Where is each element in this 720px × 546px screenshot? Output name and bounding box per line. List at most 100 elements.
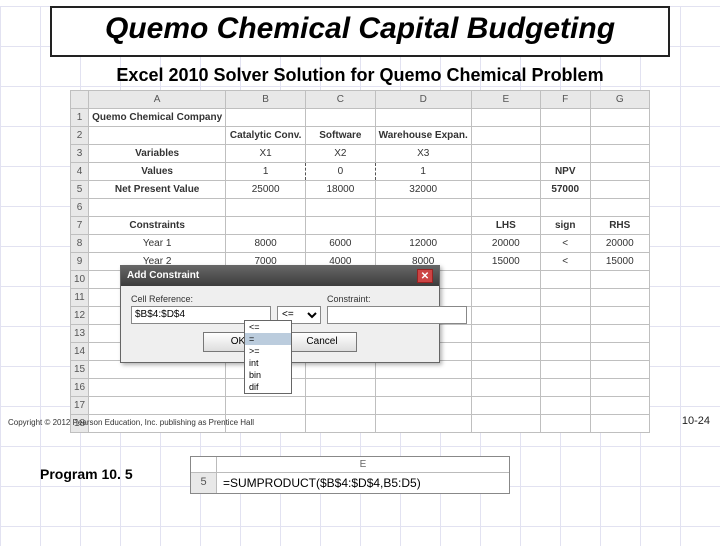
col-header-G[interactable]: G [590,90,649,108]
cell-D2[interactable]: Warehouse Expan. [375,126,471,144]
cell-D3[interactable]: X3 [375,144,471,162]
cell-G10[interactable] [590,270,649,288]
cell-E2[interactable] [471,126,540,144]
row-header-13[interactable]: 13 [71,324,89,342]
cell-E15[interactable] [471,360,540,378]
cell-G13[interactable] [590,324,649,342]
cell-B2[interactable]: Catalytic Conv. [226,126,306,144]
row-header-1[interactable]: 1 [71,108,89,126]
cell-E17[interactable] [471,396,540,414]
constraint-input[interactable] [327,306,467,324]
cell-D15[interactable] [375,360,471,378]
cell-F18[interactable] [540,414,590,432]
operator-option[interactable]: int [245,357,291,369]
col-header-C[interactable]: C [306,90,376,108]
cell-E12[interactable] [471,306,540,324]
cell-A2[interactable] [89,126,226,144]
col-header-A[interactable]: A [89,90,226,108]
cell-B17[interactable] [226,396,306,414]
cell-C16[interactable] [306,378,376,396]
row-header-5[interactable]: 5 [71,180,89,198]
cell-F3[interactable] [540,144,590,162]
operator-option[interactable]: <= [245,321,291,333]
cell-A8[interactable]: Year 1 [89,234,226,252]
cell-B5[interactable]: 25000 [226,180,306,198]
cell-D8[interactable]: 12000 [375,234,471,252]
cell-B3[interactable]: X1 [226,144,306,162]
cell-B4[interactable]: 1 [226,162,306,180]
cell-F14[interactable] [540,342,590,360]
cell-C2[interactable]: Software [306,126,376,144]
cell-F4[interactable]: NPV [540,162,590,180]
cell-F7[interactable]: sign [540,216,590,234]
cell-G5[interactable] [590,180,649,198]
cell-A5[interactable]: Net Present Value [89,180,226,198]
cell-G7[interactable]: RHS [590,216,649,234]
cell-F2[interactable] [540,126,590,144]
cell-B6[interactable] [226,198,306,216]
cell-C1[interactable] [306,108,376,126]
cell-E11[interactable] [471,288,540,306]
cell-D18[interactable] [375,414,471,432]
cell-D4[interactable]: 1 [375,162,471,180]
operator-option[interactable]: bin [245,369,291,381]
row-header-6[interactable]: 6 [71,198,89,216]
operator-dropdown-list[interactable]: <==>=intbindif [244,320,292,394]
cell-G1[interactable] [590,108,649,126]
cell-D1[interactable] [375,108,471,126]
row-header-3[interactable]: 3 [71,144,89,162]
row-header-14[interactable]: 14 [71,342,89,360]
select-all-cell[interactable] [71,90,89,108]
cell-F15[interactable] [540,360,590,378]
cell-A4[interactable]: Values [89,162,226,180]
cell-E8[interactable]: 20000 [471,234,540,252]
cell-B8[interactable]: 8000 [226,234,306,252]
row-header-11[interactable]: 11 [71,288,89,306]
cell-E3[interactable] [471,144,540,162]
cell-G11[interactable] [590,288,649,306]
row-header-9[interactable]: 9 [71,252,89,270]
cell-F1[interactable] [540,108,590,126]
cell-F13[interactable] [540,324,590,342]
cell-D16[interactable] [375,378,471,396]
cell-F12[interactable] [540,306,590,324]
close-icon[interactable]: ✕ [417,269,433,283]
cell-F16[interactable] [540,378,590,396]
cell-C18[interactable] [306,414,376,432]
cell-E14[interactable] [471,342,540,360]
cell-G14[interactable] [590,342,649,360]
cell-G15[interactable] [590,360,649,378]
cell-F11[interactable] [540,288,590,306]
col-header-E[interactable]: E [471,90,540,108]
cell-B7[interactable] [226,216,306,234]
cell-F5[interactable]: 57000 [540,180,590,198]
cell-E18[interactable] [471,414,540,432]
col-header-B[interactable]: B [226,90,306,108]
cell-E6[interactable] [471,198,540,216]
row-header-4[interactable]: 4 [71,162,89,180]
cell-E4[interactable] [471,162,540,180]
cell-A17[interactable] [89,396,226,414]
cell-C6[interactable] [306,198,376,216]
cell-D6[interactable] [375,198,471,216]
cell-G12[interactable] [590,306,649,324]
dialog-titlebar[interactable]: Add Constraint ✕ [121,266,439,286]
cell-A6[interactable] [89,198,226,216]
cell-C15[interactable] [306,360,376,378]
cell-A3[interactable]: Variables [89,144,226,162]
cell-F17[interactable] [540,396,590,414]
cell-D7[interactable] [375,216,471,234]
operator-option[interactable]: = [245,333,291,345]
cell-E16[interactable] [471,378,540,396]
cell-G17[interactable] [590,396,649,414]
cell-G9[interactable]: 15000 [590,252,649,270]
cell-A7[interactable]: Constraints [89,216,226,234]
cell-C7[interactable] [306,216,376,234]
cell-A16[interactable] [89,378,226,396]
cell-G4[interactable] [590,162,649,180]
cell-A15[interactable] [89,360,226,378]
cell-C5[interactable]: 18000 [306,180,376,198]
row-header-7[interactable]: 7 [71,216,89,234]
cell-C17[interactable] [306,396,376,414]
cell-D17[interactable] [375,396,471,414]
